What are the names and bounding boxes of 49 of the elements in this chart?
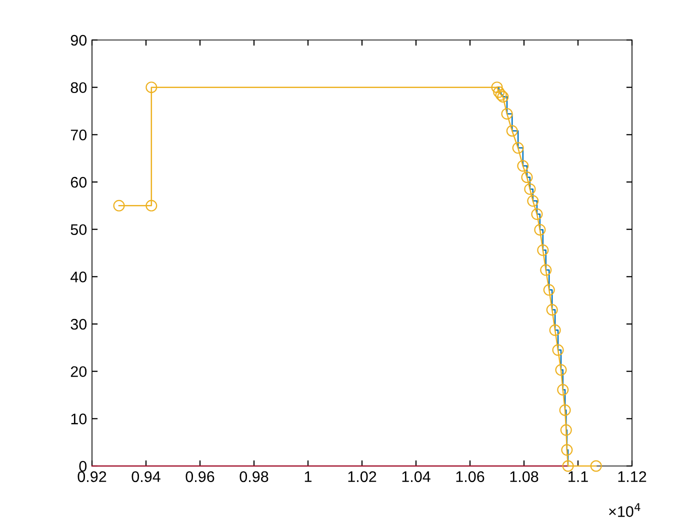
y-tick-label: 30 (70, 318, 87, 330)
point (543, 284, 555, 296)
point (531, 208, 543, 220)
point (146, 200, 158, 212)
point (524, 183, 536, 195)
point (534, 224, 546, 236)
y-tick-label: 60 (70, 176, 87, 188)
point (521, 172, 533, 184)
point (557, 384, 569, 396)
x-tick-label: 0.92 (78, 471, 106, 482)
y-tick-label: 10 (71, 414, 87, 424)
x-tick-label: 1.08 (510, 471, 538, 482)
point (561, 444, 573, 456)
point (512, 142, 524, 154)
point (559, 404, 571, 416)
point (491, 82, 503, 94)
point (527, 195, 539, 207)
y-tick-label: 90 (70, 34, 87, 46)
y-tick-label: 0 (79, 460, 87, 472)
x-tick-label: 0.96 (186, 471, 214, 482)
point (546, 304, 558, 316)
point (540, 264, 552, 276)
point (506, 125, 518, 137)
y-tick-label: 20 (70, 366, 87, 378)
point (146, 82, 158, 94)
text: ×10$^{4}$ (609, 503, 640, 517)
y-tick-label: 80 (70, 82, 87, 94)
point (590, 460, 602, 472)
x-tick-label: 0.98 (240, 471, 268, 482)
point (501, 108, 513, 120)
x-tick-label: 1 (304, 471, 312, 482)
point (549, 324, 561, 336)
point (560, 424, 572, 436)
x-tick-label: 1.06 (456, 471, 484, 482)
x-tick-label: 1.1 (568, 471, 588, 482)
x-tick-label: 1.02 (348, 471, 376, 482)
y-tick-label: 50 (70, 224, 87, 236)
x-tick-label: 1.04 (402, 471, 430, 482)
point (552, 344, 564, 356)
y-tick-label: 40 (70, 272, 87, 282)
point (537, 244, 549, 256)
point (562, 460, 574, 472)
x-tick-label: 1.12 (618, 471, 646, 482)
point (517, 160, 529, 172)
point (555, 364, 567, 376)
point (113, 200, 125, 212)
point (493, 86, 505, 98)
x-tick-label: 0.94 (132, 471, 160, 482)
y-tick-label: 70 (70, 130, 87, 140)
